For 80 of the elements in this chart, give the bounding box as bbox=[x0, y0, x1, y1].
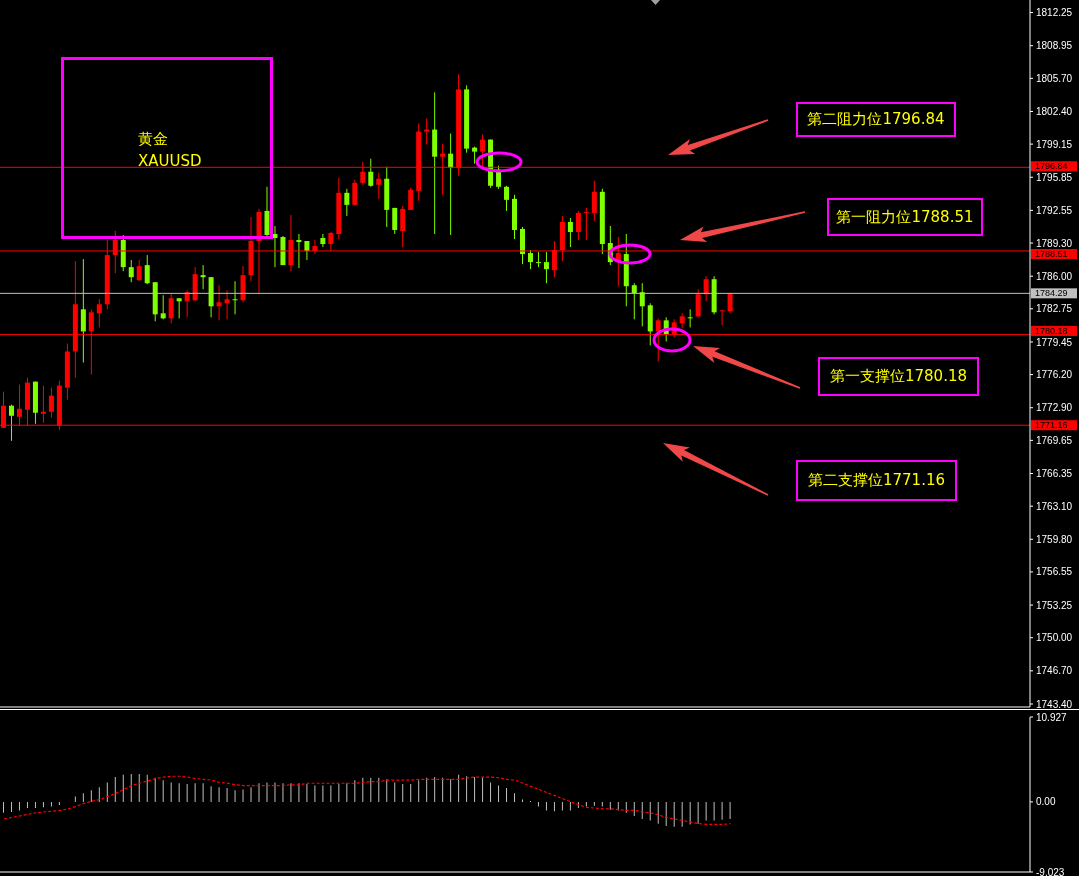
candlestick bbox=[504, 185, 510, 212]
candlestick bbox=[96, 298, 102, 328]
y-tick-label: 1786.00 bbox=[1036, 270, 1073, 282]
candlestick bbox=[567, 217, 573, 248]
candlestick bbox=[128, 259, 134, 283]
candlestick bbox=[687, 308, 693, 328]
candlestick bbox=[296, 233, 302, 269]
annotation: 第一阻力位1788.51 bbox=[836, 207, 974, 227]
candlestick bbox=[527, 249, 533, 270]
candlestick bbox=[144, 254, 150, 285]
y-tick-label: 1756.55 bbox=[1036, 566, 1073, 578]
candlestick bbox=[408, 187, 414, 211]
text: 黄金 bbox=[138, 129, 169, 150]
candlestick bbox=[631, 282, 637, 320]
candlestick bbox=[695, 288, 701, 318]
candlestick bbox=[703, 275, 709, 302]
y-tick-label: 1799.15 bbox=[1036, 138, 1073, 150]
ref-line-label: 1788.51 bbox=[1035, 249, 1068, 260]
candlestick bbox=[480, 134, 486, 168]
candlestick bbox=[304, 240, 310, 261]
candlestick bbox=[655, 317, 661, 363]
candlestick bbox=[639, 282, 645, 327]
y-tick-label: 1763.10 bbox=[1036, 500, 1073, 512]
y-tick-label: 1769.65 bbox=[1036, 434, 1073, 446]
candlestick bbox=[400, 205, 406, 248]
candlestick bbox=[535, 251, 541, 268]
candlestick bbox=[376, 172, 382, 200]
candlestick bbox=[48, 387, 54, 419]
y-tick-label: 1795.85 bbox=[1036, 171, 1073, 183]
ref-line-label: 1780.18 bbox=[1035, 326, 1068, 337]
annotation: 第二支撑位1771.16 bbox=[807, 471, 946, 490]
candlestick bbox=[719, 309, 725, 326]
y-tick-label: 1805.70 bbox=[1036, 72, 1073, 84]
y-tick-label: 1746.70 bbox=[1036, 665, 1073, 677]
candlestick bbox=[200, 264, 206, 290]
ref-line-label: 1796.84 bbox=[1035, 161, 1068, 172]
text: XAUUSD bbox=[138, 151, 202, 172]
y-tick-label: 1808.95 bbox=[1036, 40, 1073, 52]
y-tick-label: 1750.00 bbox=[1036, 632, 1073, 644]
candlestick bbox=[224, 289, 230, 320]
candlestick bbox=[8, 404, 14, 442]
candlestick bbox=[352, 179, 358, 207]
y-tick-label: 1802.40 bbox=[1036, 106, 1073, 118]
line-series bbox=[3, 775, 732, 826]
candlestick bbox=[320, 233, 326, 248]
ref-line-label: 1771.16 bbox=[1035, 420, 1068, 431]
candlestick bbox=[160, 294, 166, 320]
candlestick bbox=[136, 259, 142, 282]
candlestick bbox=[80, 258, 86, 364]
y-tick-label: 1812.25 bbox=[1036, 7, 1073, 19]
candlestick bbox=[392, 207, 398, 235]
y-tick-label: 1772.90 bbox=[1036, 402, 1073, 414]
y-tick-label: 1743.40 bbox=[1036, 698, 1073, 710]
ref-line-label: 1784.29 bbox=[1035, 288, 1068, 299]
y-tick-label: 1789.30 bbox=[1036, 237, 1073, 249]
candlestick bbox=[168, 292, 174, 324]
y-tick-label: -9.023 bbox=[1036, 866, 1065, 876]
candlestick bbox=[583, 207, 589, 241]
y-tick-label: 10.927 bbox=[1036, 711, 1068, 723]
candlestick bbox=[344, 188, 350, 217]
y-tick-label: 1782.75 bbox=[1036, 303, 1073, 315]
candlestick bbox=[40, 385, 46, 424]
y-tick-label: 1759.80 bbox=[1036, 533, 1073, 545]
candlestick bbox=[591, 180, 597, 222]
y-tick-label: 1753.25 bbox=[1036, 599, 1073, 611]
y-tick-label: 0.00 bbox=[1036, 796, 1056, 808]
candlestick bbox=[543, 251, 549, 284]
candlestick bbox=[424, 118, 430, 146]
annotation: 第一支撑位1780.18 bbox=[829, 367, 968, 386]
y-tick-label: 1776.20 bbox=[1036, 369, 1073, 381]
candlestick bbox=[176, 297, 182, 319]
candlestick bbox=[216, 284, 222, 321]
candlestick bbox=[448, 133, 454, 236]
candlestick bbox=[368, 158, 374, 188]
candlestick bbox=[575, 210, 581, 241]
candlestick bbox=[232, 280, 238, 315]
annotation: 第二阻力位1796.84 bbox=[807, 110, 945, 129]
y-tick-label: 1766.35 bbox=[1036, 468, 1073, 480]
y-tick-label: 1792.55 bbox=[1036, 204, 1073, 216]
y-tick-label: 1779.45 bbox=[1036, 336, 1073, 348]
